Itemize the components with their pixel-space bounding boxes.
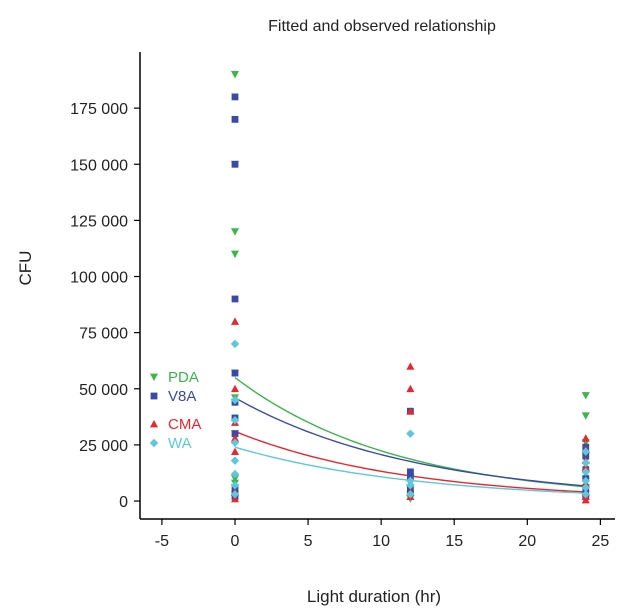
data-point-wa: [230, 395, 240, 405]
data-point-wa: [230, 490, 240, 499]
data-point-cma: [581, 495, 590, 504]
data-point-v8a: [231, 295, 239, 303]
data-point-wa: [581, 483, 590, 492]
x-tick-label: 25: [591, 533, 609, 550]
data-point-pda: [581, 392, 590, 400]
legend-marker-v8a: [150, 392, 158, 400]
legend-label-pda: PDA: [168, 369, 199, 386]
data-point-wa: [230, 339, 240, 349]
data-point-cma: [406, 362, 415, 370]
data-point-wa: [230, 456, 240, 465]
data-point-v8a: [406, 468, 414, 476]
data-point-wa: [406, 481, 415, 490]
x-tick-label: -5: [155, 533, 169, 550]
y-tick-label: 150 000: [70, 157, 128, 174]
x-tick-label: 5: [304, 533, 313, 550]
chart-title: Fitted and observed relationship: [268, 18, 496, 35]
data-point-wa: [230, 469, 240, 479]
data-point-cma: [406, 384, 415, 393]
data-point-pda: [581, 412, 590, 420]
data-point-v8a: [231, 160, 239, 168]
x-tick-label: 15: [445, 533, 463, 550]
data-point-pda: [231, 250, 239, 259]
data-point-cma: [231, 384, 239, 393]
y-axis-title: CFU: [16, 251, 35, 286]
data-point-wa: [581, 458, 590, 468]
legend-label-wa: WA: [168, 435, 192, 452]
y-tick-label: 75 000: [79, 326, 128, 343]
data-point-v8a: [231, 369, 239, 377]
y-tick-label: 25 000: [79, 438, 128, 455]
data-point-cma: [406, 407, 415, 415]
data-point-cma: [231, 434, 239, 442]
x-tick-label: 10: [372, 533, 390, 550]
data-point-wa: [581, 476, 590, 486]
plot-area: [230, 71, 590, 504]
y-tick-label: 50 000: [79, 382, 128, 399]
legend-marker-pda: [150, 373, 158, 381]
y-tick-label: 125 000: [70, 213, 128, 230]
data-point-wa: [230, 438, 240, 447]
data-point-v8a: [231, 430, 239, 438]
data-point-cma: [581, 434, 590, 442]
data-point-v8a: [231, 115, 239, 123]
data-point-wa: [581, 447, 590, 456]
x-tick-label: 20: [518, 533, 536, 550]
data-point-wa: [230, 416, 240, 425]
y-tick-label: 0: [119, 494, 128, 511]
legend: PDA V8A CMA WA: [149, 369, 201, 452]
data-point-wa: [230, 481, 240, 490]
data-point-pda: [231, 475, 239, 483]
data-point-wa: [406, 476, 415, 486]
x-axis-title: Light duration (hr): [307, 587, 441, 606]
data-point-v8a: [406, 472, 414, 480]
data-point-cma: [231, 317, 239, 325]
data-point-v8a: [231, 93, 239, 101]
data-point-wa: [581, 490, 590, 499]
legend-label-v8a: V8A: [168, 388, 196, 405]
legend-marker-wa: [149, 438, 159, 448]
data-point-v8a: [582, 452, 590, 460]
y-tick-label: 100 000: [70, 270, 128, 287]
data-point-pda: [231, 228, 239, 236]
data-point-wa: [406, 429, 415, 438]
data-point-wa: [406, 490, 415, 499]
data-point-cma: [231, 447, 239, 456]
axes: -5 0 5 10 15 20 25 0 25 000 50 000 75 000 100 000 12…: [70, 52, 615, 550]
data-point-wa: [581, 467, 590, 477]
data-point-pda: [231, 71, 239, 79]
fit-line-v8a: [234, 397, 586, 487]
legend-label-cma: CMA: [168, 416, 201, 433]
y-tick-label: 175 000: [70, 101, 128, 118]
legend-marker-cma: [150, 420, 158, 428]
x-tick-label: 0: [231, 533, 240, 550]
